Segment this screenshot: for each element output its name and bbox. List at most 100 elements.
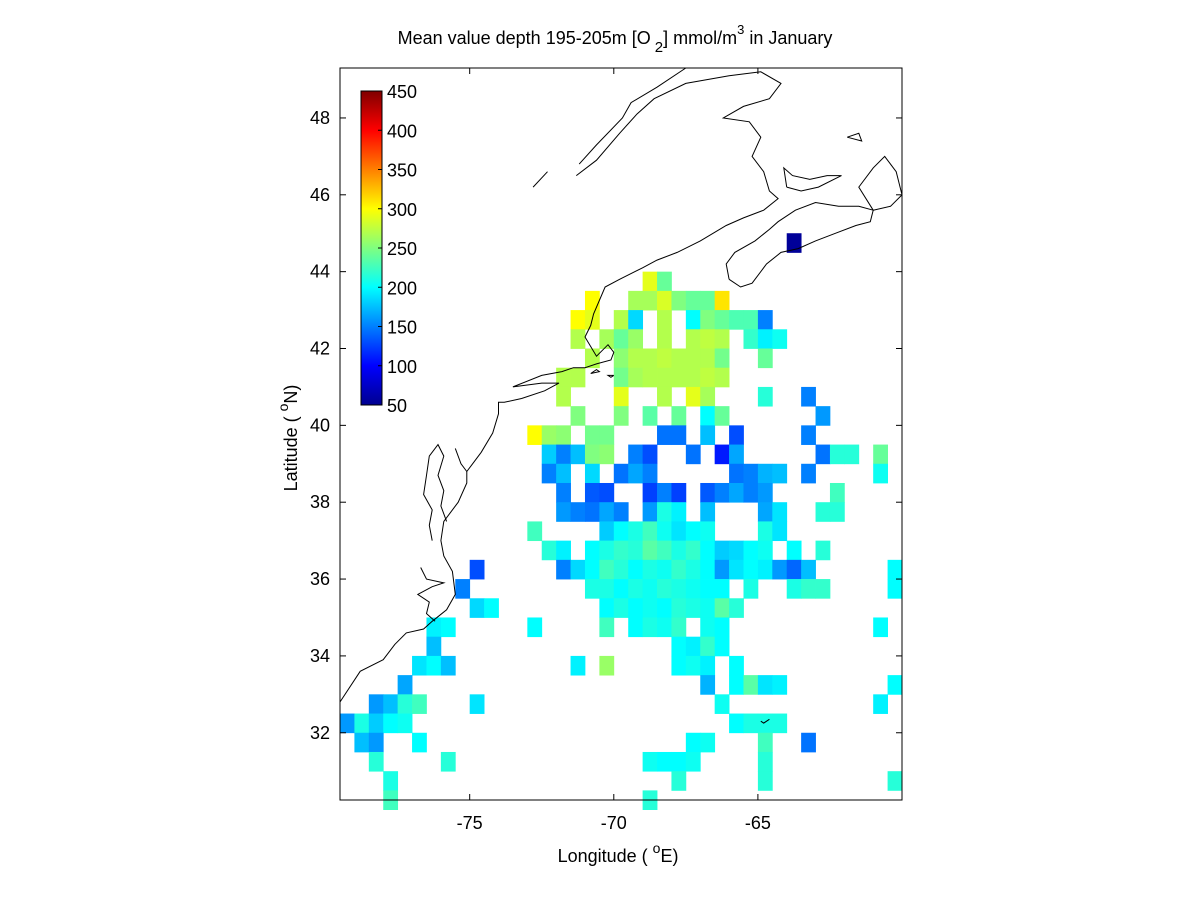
heatmap-cell (541, 444, 557, 465)
heatmap-cell (743, 675, 759, 695)
heatmap-cell (757, 348, 773, 369)
heatmap-cell (340, 713, 355, 734)
heatmap-cell (657, 348, 672, 369)
heatmap-cell (757, 540, 773, 561)
heatmap-cell (801, 559, 816, 580)
heatmap-cell (657, 329, 672, 349)
heatmap-cell (397, 675, 413, 695)
heatmap-cell (570, 329, 586, 349)
heatmap-cell (412, 694, 427, 714)
coastline-segment (783, 166, 842, 192)
heatmap-cell (628, 329, 644, 349)
heatmap-cell (383, 694, 399, 714)
heatmap-cell (556, 444, 571, 465)
heatmap-cell (642, 367, 658, 388)
heatmap-cell (700, 675, 716, 695)
heatmap-cell (887, 579, 903, 599)
y-tick-label: 48 (310, 108, 330, 128)
heatmap-cell (584, 444, 600, 465)
heatmap-cell (584, 290, 600, 311)
heatmap-cell (642, 290, 658, 311)
heatmap-cell (671, 290, 687, 311)
coastline-segment (339, 71, 782, 703)
heatmap-cell (700, 617, 716, 638)
heatmap-cell (757, 463, 773, 484)
y-tick-label: 34 (310, 646, 330, 666)
heatmap-cell (642, 348, 658, 369)
coastline-segment (416, 567, 446, 622)
heatmap-cell (829, 502, 845, 522)
heatmap-cell (642, 463, 658, 484)
heatmap-cell (757, 482, 773, 503)
heatmap-cell (729, 713, 744, 734)
heatmap-cell (671, 502, 687, 522)
heatmap-cell (700, 386, 716, 407)
heatmap-cell (700, 598, 716, 618)
heatmap-cell (628, 579, 644, 599)
chart-title: Mean value depth 195-205m [O 2] mmol/m3 i… (398, 22, 833, 56)
heatmap-cell (628, 617, 644, 638)
heatmap-cell (671, 751, 687, 772)
heatmap-cell (657, 290, 672, 311)
heatmap-cell (354, 713, 370, 734)
heatmap-cell (714, 540, 730, 561)
heatmap-cell (685, 598, 701, 618)
heatmap-cell (628, 540, 644, 561)
heatmap-cell (873, 463, 888, 484)
coastline-segment (454, 448, 468, 472)
heatmap-cell (657, 310, 672, 330)
heatmap-cell (613, 386, 629, 407)
heatmap-cell (570, 406, 586, 426)
heatmap-cell (556, 386, 571, 407)
heatmap-cell (368, 751, 384, 772)
heatmap-cell (628, 598, 644, 618)
heatmap-cell (657, 559, 672, 580)
heatmap-cell (455, 579, 471, 599)
heatmap-cell (599, 598, 615, 618)
x-tick-label: -65 (745, 813, 771, 833)
heatmap-cell (383, 713, 399, 734)
heatmap-cell (729, 540, 744, 561)
heatmap-cell (671, 425, 687, 445)
colorbar-tick-label: 150 (387, 318, 417, 338)
coastline-segment (578, 67, 687, 165)
heatmap-cell (829, 444, 845, 465)
heatmap-cell (613, 502, 629, 522)
heatmap-cell (671, 771, 687, 791)
heatmap-cell (772, 559, 788, 580)
heatmap-cell (700, 540, 716, 561)
heatmap-cell (743, 713, 759, 734)
heatmap-cell (657, 271, 672, 292)
colorbar-tick-label: 300 (387, 200, 417, 220)
heatmap-cell (700, 502, 716, 522)
heatmap-cell (714, 636, 730, 657)
heatmap-cell (556, 559, 571, 580)
heatmap-cell (412, 732, 427, 753)
heatmap-cell (541, 540, 557, 561)
heatmap-cell (671, 636, 687, 657)
x-tick-label: -70 (601, 813, 627, 833)
heatmap-cell (368, 732, 384, 753)
heatmap-cell (729, 655, 744, 676)
heatmap-cell (599, 425, 615, 445)
heatmap-cell (700, 655, 716, 676)
heatmap-cell (354, 732, 370, 753)
heatmap-cell (700, 406, 716, 426)
heatmap-cell (642, 540, 658, 561)
heatmap-cell (714, 444, 730, 465)
heatmap-cell (714, 367, 730, 388)
heatmap-cell (873, 444, 888, 465)
x-tick-label: -75 (457, 813, 483, 833)
heatmap-cell (584, 348, 600, 369)
heatmap-cell (556, 540, 571, 561)
heatmap-cell (556, 367, 571, 388)
heatmap-cell (772, 675, 788, 695)
colorbar-tick-label: 100 (387, 357, 417, 377)
heatmap-cell (671, 521, 687, 542)
heatmap-cell (642, 406, 658, 426)
heatmap-cell (584, 540, 600, 561)
heatmap-cell (613, 559, 629, 580)
heatmap-cell (685, 367, 701, 388)
heatmap-cell (613, 521, 629, 542)
heatmap-cell (729, 463, 744, 484)
